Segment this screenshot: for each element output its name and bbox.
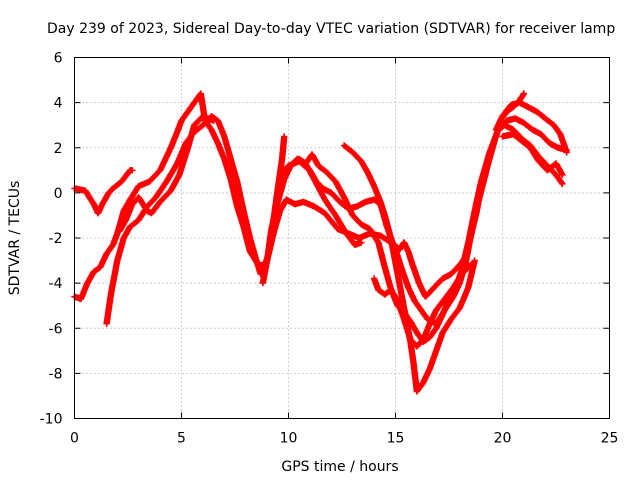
series-track-i (370, 261, 474, 350)
y-tick-label: 6 (54, 51, 63, 67)
series-track-k (499, 131, 566, 178)
y-tick-label: -6 (49, 321, 63, 337)
x-tick-label: 0 (70, 431, 79, 447)
y-axis-title: SDTVAR / TECUs (7, 181, 23, 296)
plus-markers (116, 115, 217, 235)
data-points (71, 90, 570, 395)
grid (74, 57, 610, 419)
y-tick-label: 4 (54, 96, 63, 112)
plot-frame (74, 57, 610, 419)
plus-markers (370, 261, 474, 350)
plus-markers (340, 142, 478, 395)
series-track-f (276, 122, 566, 327)
y-tick-label: -2 (49, 231, 63, 247)
plus-markers (492, 99, 570, 156)
chart-title: Day 239 of 2023, Sidereal Day-to-day VTE… (47, 21, 615, 37)
y-tick-label: -4 (49, 276, 63, 292)
y-tick-label: 2 (54, 141, 63, 157)
x-tick-label: 10 (280, 431, 298, 447)
x-tick-label: 5 (177, 431, 186, 447)
axis-ticks: 0 5 10 15 20 25 -10 -8 -6 -4 -2 0 2 4 6 (40, 51, 619, 447)
x-tick-label: 25 (601, 431, 619, 447)
plus-markers (499, 131, 566, 178)
series-track-j (492, 99, 570, 156)
series-track-c (103, 113, 365, 327)
x-tick-label: 15 (387, 431, 405, 447)
y-tick-label: 0 (54, 186, 63, 202)
y-tick-label: -10 (40, 412, 63, 428)
series-track-d (116, 115, 217, 235)
plus-markers (276, 122, 566, 327)
plus-markers (103, 113, 365, 327)
x-tick-label: 20 (494, 431, 512, 447)
x-axis-title: GPS time / hours (281, 459, 398, 475)
y-tick-label: -8 (49, 366, 63, 382)
series-track-h (340, 142, 478, 395)
